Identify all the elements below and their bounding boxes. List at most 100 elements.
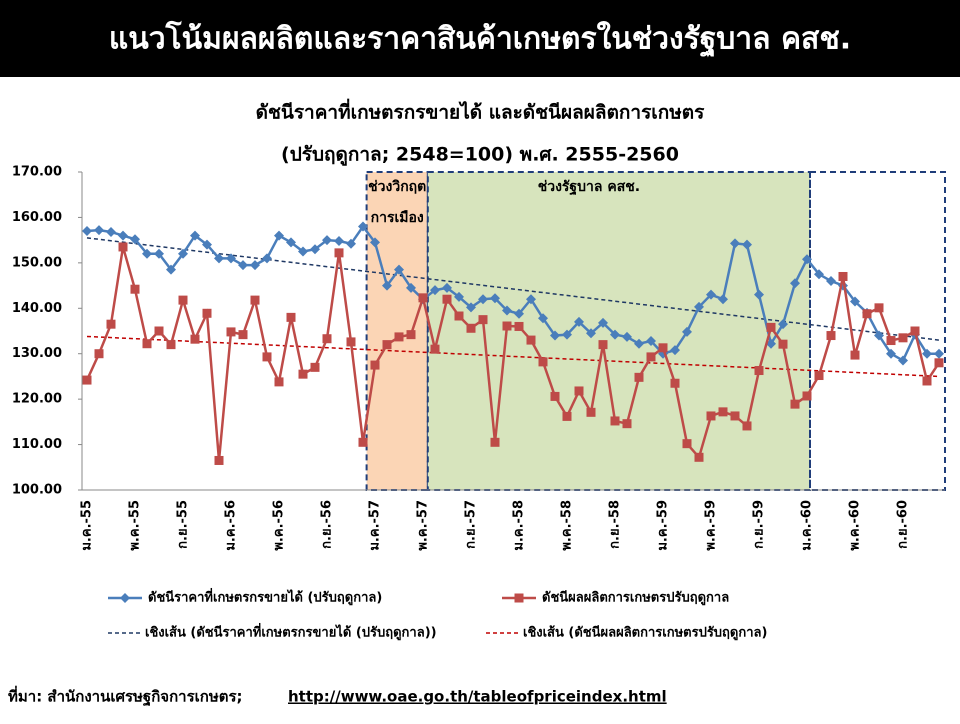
marker [898,355,908,366]
marker [430,344,440,354]
region-label: การเมือง [371,210,424,226]
x-tick-label: พ.ค.-59 [704,500,719,551]
marker [418,293,428,303]
marker [154,326,164,336]
y-tick-label: 140.00 [12,301,62,316]
marker [454,311,464,321]
marker [514,308,524,319]
marker [562,411,572,421]
marker [382,280,392,291]
marker [262,253,272,264]
x-tick-label: ม.ค.-56 [224,500,239,551]
marker [646,352,656,362]
marker [442,282,452,293]
marker [598,317,608,328]
x-tick-label: ม.ค.-60 [800,500,815,551]
x-tick-label: ม.ค.-57 [368,500,383,551]
x-tick-label: ก.ย.-55 [176,500,191,549]
x-tick-label: พ.ค.-55 [128,500,143,551]
marker [358,221,368,232]
marker [298,369,308,379]
marker [778,339,788,349]
chart-title: ดัชนีราคาที่เกษตรกรขายได้ และดัชนีผลผลิต… [256,99,706,124]
marker [226,327,236,337]
marker [706,289,716,300]
marker [154,248,164,259]
marker [670,345,680,356]
y-tick-label: 150.00 [12,255,62,270]
marker [610,416,620,426]
marker [826,276,836,287]
marker [346,238,356,249]
y-tick-label: 110.00 [12,437,62,452]
marker [922,376,932,386]
x-tick-label: พ.ค.-57 [416,500,431,551]
marker [502,321,512,331]
marker [514,593,524,603]
marker [238,330,248,340]
marker [526,335,536,345]
marker [478,294,488,305]
marker [874,303,884,313]
marker [238,260,248,271]
x-tick-label: ก.ย.-58 [608,500,623,549]
marker [886,336,896,346]
marker [178,248,188,259]
marker [226,253,236,264]
header-title: แนวโน้มผลผลิตและราคาสินค้าเกษตรในช่วงรัฐ… [109,20,851,59]
marker [898,333,908,343]
marker [694,452,704,462]
marker [634,372,644,382]
marker [622,419,632,429]
marker [310,362,320,372]
marker [82,226,92,237]
marker [850,350,860,360]
source-link[interactable]: http://www.oae.go.th/tableofpriceindex.h… [288,688,667,706]
header-bar [0,0,960,77]
marker [118,242,128,252]
x-tick-label: ม.ค.-55 [80,500,95,551]
marker [574,386,584,396]
marker [478,315,488,325]
legend-label: เชิงเส้น (ดัชนีราคาที่เกษตรกรขายได้ (ปรั… [145,623,437,641]
marker [298,246,308,257]
x-tick-label: ม.ค.-59 [656,500,671,551]
marker [382,340,392,350]
marker [190,334,200,344]
marker [922,348,932,359]
region [365,171,429,491]
marker [658,343,668,353]
marker [274,377,284,387]
marker [250,260,260,271]
x-tick-label: ม.ค.-58 [512,500,527,551]
source-text: ที่มา: สำนักงานเศรษฐกิจการเกษตร; [8,686,243,707]
marker [190,230,200,241]
marker [370,237,380,248]
marker [802,391,812,401]
marker [682,326,692,337]
marker [754,366,764,376]
marker [166,340,176,350]
marker [766,338,776,349]
marker [742,421,752,431]
marker [322,235,332,246]
marker [250,295,260,305]
marker [718,407,728,417]
marker [322,334,332,344]
marker [442,294,452,304]
marker [394,332,404,342]
x-tick-label: ก.ย.-60 [896,500,911,549]
marker [694,301,704,312]
marker [574,316,584,327]
marker [214,253,224,264]
legend-label: เชิงเส้น (ดัชนีผลผลิตการเกษตรปรับฤดูกาล) [523,625,767,641]
marker [142,248,152,259]
x-tick-label: พ.ค.-58 [560,500,575,551]
marker [514,321,524,331]
marker [430,285,440,296]
marker [730,238,740,249]
marker [202,239,212,250]
marker [886,348,896,359]
marker [634,338,644,349]
